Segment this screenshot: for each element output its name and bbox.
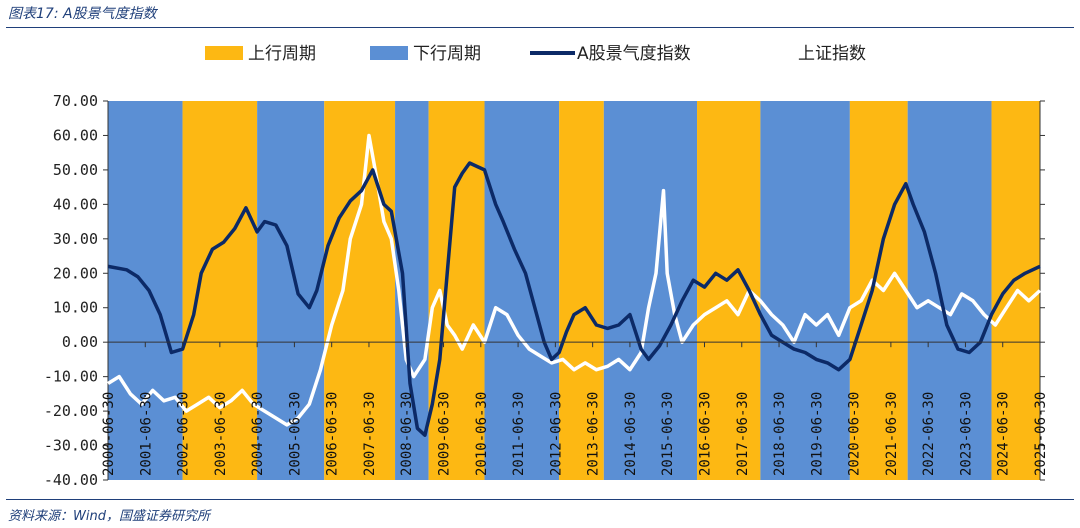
- cycle-band-down-2: [257, 101, 325, 480]
- y-tick-label: 10.00: [53, 299, 98, 317]
- x-axis: 2000-06-30 2001-06-30 2002-06-30 2003-06-30…: [101, 341, 1049, 476]
- x-tick-label: 2007-06-30: [362, 392, 378, 476]
- source-note: 资料来源：Wind，国盛证券研究所: [8, 509, 210, 524]
- x-tick-label: 2000-06-30: [101, 392, 117, 476]
- y-tick-label: 40.00: [53, 195, 98, 213]
- x-tick-label: 2001-06-30: [138, 392, 154, 476]
- x-tick-label: 2022-06-30: [921, 392, 937, 476]
- x-tick-label: 2015-06-30: [660, 392, 676, 476]
- y-tick-label: 60.00: [53, 126, 98, 144]
- x-tick-label: 2012-06-30: [548, 392, 564, 476]
- cycle-band-down-8: [603, 101, 698, 480]
- figure-title: 图表17: A股景气度指数: [8, 6, 157, 22]
- cycle-band-down-12: [907, 101, 992, 480]
- x-tick-label: 2018-06-30: [772, 392, 788, 476]
- y-axis: 70.00 60.00 50.00 40.00 30.00 20.00 10.00 0.00 -…: [44, 92, 1045, 489]
- x-tick-label: 2016-06-30: [697, 392, 713, 476]
- x-tick-label: 2010-06-30: [474, 392, 490, 476]
- cycle-band-down-6: [484, 101, 560, 480]
- y-tick-label: 50.00: [53, 161, 98, 179]
- legend-label-up: 上行周期: [248, 44, 316, 64]
- x-tick-label: 2013-06-30: [586, 392, 602, 476]
- x-tick-label: 2014-06-30: [623, 392, 639, 476]
- x-tick-label: 2025-06-30: [1033, 392, 1049, 476]
- x-tick-label: 2011-06-30: [511, 392, 527, 476]
- cycle-band-up-7: [559, 101, 604, 480]
- y-tick-label: 30.00: [53, 230, 98, 248]
- y-tick-label: 0.00: [62, 333, 98, 351]
- y-tick-label: 20.00: [53, 264, 98, 282]
- cycle-band-up-1: [182, 101, 258, 480]
- y-tick-label: 70.00: [53, 92, 98, 110]
- y-tick-label: -10.00: [44, 368, 98, 386]
- cycle-band-down-10: [760, 101, 850, 480]
- y-tick-label: -30.00: [44, 437, 98, 455]
- cycle-band-up-3: [324, 101, 396, 480]
- cycle-band-up-11: [849, 101, 908, 480]
- x-tick-label: 2019-06-30: [809, 392, 825, 476]
- cycle-band-down-4: [395, 101, 429, 480]
- cycle-band-down-0: [108, 101, 183, 480]
- x-tick-label: 2009-06-30: [437, 392, 453, 476]
- x-tick-label: 2003-06-30: [213, 392, 229, 476]
- cycle-bands: [108, 101, 1040, 480]
- x-tick-label: 2005-06-30: [287, 392, 303, 476]
- legend: 上行周期 下行周期 A股景气度指数 上证指数: [205, 44, 866, 64]
- legend-label-sse: 上证指数: [798, 44, 866, 64]
- legend-label-index: A股景气度指数: [577, 44, 691, 64]
- legend-label-down: 下行周期: [413, 44, 481, 64]
- x-tick-label: 2023-06-30: [958, 392, 974, 476]
- x-tick-label: 2002-06-30: [176, 392, 192, 476]
- top-divider: [6, 27, 1074, 28]
- x-tick-label: 2024-06-30: [996, 392, 1012, 476]
- y-tick-label: -20.00: [44, 402, 98, 420]
- legend-swatch-up: [205, 46, 243, 60]
- x-tick-label: 2021-06-30: [884, 392, 900, 476]
- x-tick-label: 2017-06-30: [735, 392, 751, 476]
- series-line-a-index: [107, 161, 1041, 437]
- x-tick-label: 2020-06-30: [847, 392, 863, 476]
- y-tick-label: -40.00: [44, 471, 98, 489]
- series-line-sse: [107, 133, 1042, 427]
- x-tick-label: 2008-06-30: [399, 392, 415, 476]
- bottom-divider: [6, 499, 1074, 500]
- x-tick-label: 2006-06-30: [325, 392, 341, 476]
- x-tick-label: 2004-06-30: [250, 392, 266, 476]
- series-lines: [107, 133, 1042, 437]
- legend-swatch-down: [370, 46, 408, 60]
- chart-canvas: 上行周期 下行周期 A股景气度指数 上证指数 70.00 60.00 50.00 40…: [44, 44, 1049, 489]
